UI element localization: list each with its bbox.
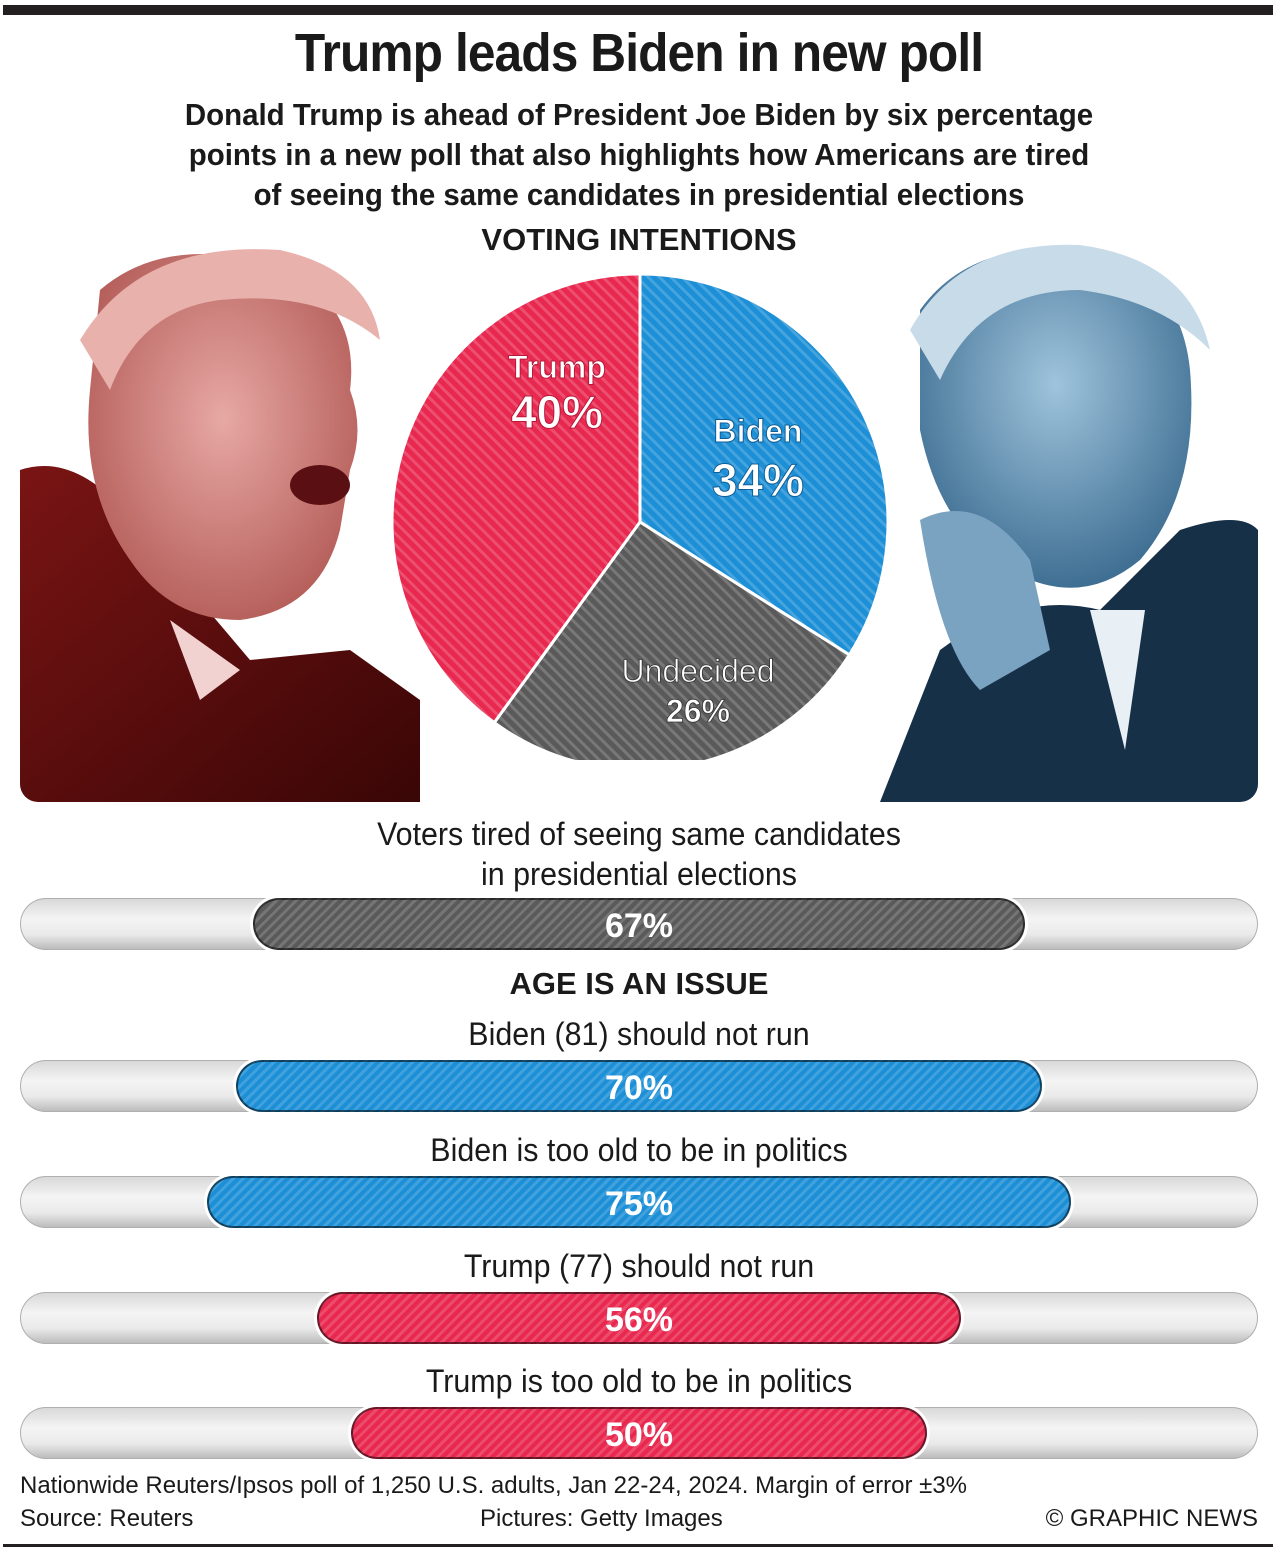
subheadline-line: points in a new poll that also highlight… [188,137,1090,172]
poll-methodology-note: Nationwide Reuters/Ipsos poll of 1,250 U… [20,1472,968,1499]
tired-bar-label-line: Voters tired of seeing same candidates [377,816,901,852]
pictures-credit: Pictures: Getty Images [480,1505,723,1532]
tired-bar-track: 67% [20,898,1258,950]
age-section-title: AGE IS AN ISSUE [509,966,769,1001]
age-bar-fill: 75% [207,1176,1071,1228]
age-bar-value: 56% [604,1301,674,1339]
source-credit: Source: Reuters [20,1505,194,1532]
age-bar-label: Trump (77) should not run [463,1248,815,1284]
subheadline-line: of seeing the same candidates in preside… [253,177,1025,212]
age-bar-track: 50% [20,1407,1258,1459]
graphic-news-credit: © GRAPHIC NEWS [1045,1505,1258,1532]
age-bar-value: 70% [604,1069,674,1107]
pie-label-biden-name: Biden [714,413,803,449]
pie-label-undecided-name: Undecided [622,653,775,689]
voting-intentions-pie: Trump 40% Biden 34% Undecided 26% [390,272,890,760]
age-bar-label: Biden (81) should not run [468,1016,810,1052]
trump-photo [20,230,420,802]
age-bar-label: Biden is too old to be in politics [430,1132,848,1168]
age-bar-track: 70% [20,1060,1258,1112]
tired-bar-label-line: in presidential elections [480,856,797,892]
tired-bar-label: Voters tired of seeing same candidates i… [32,814,1246,894]
age-bar-track: 75% [20,1176,1258,1228]
tired-bar-fill: 67% [253,898,1025,950]
pie-title: VOTING INTENTIONS [481,222,797,257]
pie-slice-hatch [392,274,640,723]
pie-label-undecided-value: 26% [666,693,730,729]
age-bar-fill: 50% [351,1407,927,1459]
trump-suit [20,466,420,802]
age-bar-value: 75% [604,1185,674,1223]
pie-label-trump-value: 40% [511,386,603,438]
pie-label-trump-name: Trump [508,349,606,385]
pie-label-biden-value: 34% [712,454,804,506]
pie-slice-hatch [494,522,850,760]
top-rule [3,5,1273,15]
bottom-rule [3,1544,1273,1547]
age-bar-label: Trump is too old to be in politics [425,1363,853,1399]
age-bar-value: 50% [604,1416,674,1454]
subheadline: Donald Trump is ahead of President Joe B… [32,95,1246,215]
biden-photo [880,230,1258,802]
age-bar-track: 56% [20,1292,1258,1344]
subheadline-line: Donald Trump is ahead of President Joe B… [184,97,1094,132]
tired-bar-value: 67% [604,907,674,945]
headline: Trump leads Biden in new poll [294,23,984,83]
age-bar-fill: 70% [236,1060,1042,1112]
age-bar-fill: 56% [316,1292,962,1344]
